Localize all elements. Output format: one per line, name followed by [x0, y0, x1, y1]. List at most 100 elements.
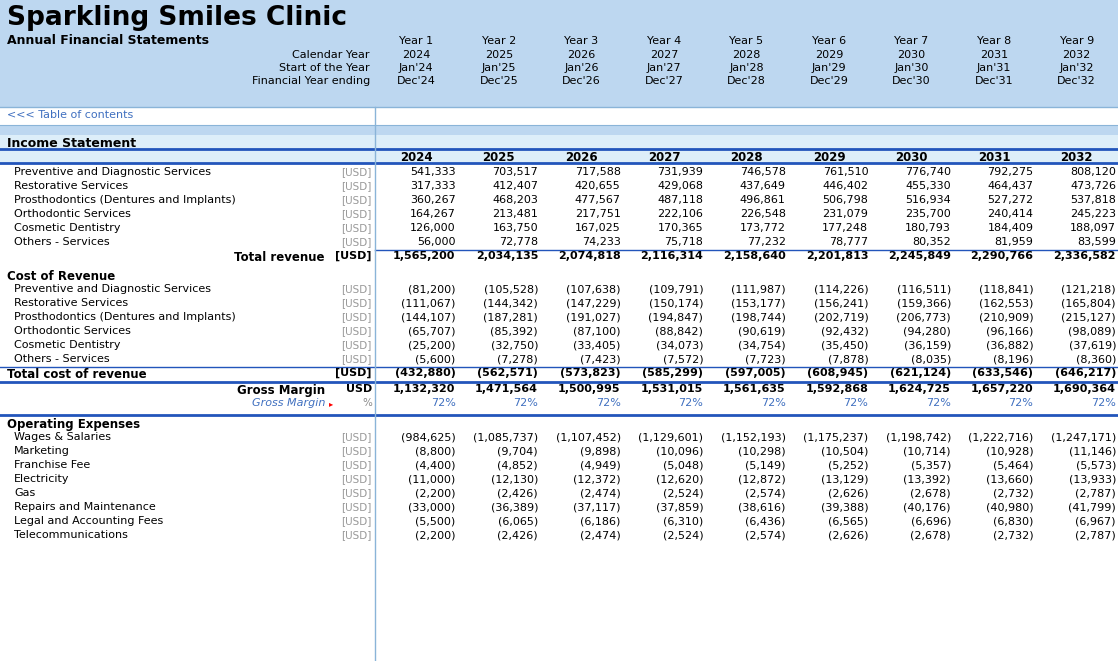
- Text: (2,426): (2,426): [498, 488, 538, 498]
- Text: 2,034,135: 2,034,135: [476, 251, 538, 261]
- Text: (2,524): (2,524): [663, 530, 703, 540]
- Text: 184,409: 184,409: [987, 223, 1033, 233]
- Text: 746,578: 746,578: [740, 167, 786, 177]
- Text: 1,690,364: 1,690,364: [1053, 384, 1116, 394]
- Text: 468,203: 468,203: [492, 195, 538, 205]
- Text: [USD]: [USD]: [342, 502, 372, 512]
- Text: 2,336,582: 2,336,582: [1053, 251, 1116, 261]
- Text: Jan'31: Jan'31: [977, 63, 1012, 73]
- Text: (12,872): (12,872): [738, 474, 786, 484]
- Text: (2,626): (2,626): [827, 530, 869, 540]
- Text: (114,226): (114,226): [814, 284, 869, 294]
- Text: (5,252): (5,252): [827, 460, 869, 470]
- Text: 2,116,314: 2,116,314: [641, 251, 703, 261]
- Text: (107,638): (107,638): [566, 284, 620, 294]
- Text: (5,600): (5,600): [415, 354, 455, 364]
- Text: (41,799): (41,799): [1069, 502, 1116, 512]
- Bar: [0, 163, 1118, 661]
- Text: (8,360): (8,360): [1076, 354, 1116, 364]
- Text: (10,928): (10,928): [986, 446, 1033, 456]
- Text: (90,619): (90,619): [738, 326, 786, 336]
- Text: 1,531,015: 1,531,015: [641, 384, 703, 394]
- Text: 1,500,995: 1,500,995: [558, 384, 620, 394]
- Text: [USD]: [USD]: [342, 530, 372, 540]
- Text: 72,778: 72,778: [499, 237, 538, 247]
- Text: Dec'24: Dec'24: [397, 76, 436, 86]
- Text: 72%: 72%: [513, 398, 538, 408]
- Text: 75,718: 75,718: [664, 237, 703, 247]
- Text: (6,436): (6,436): [746, 516, 786, 526]
- Text: (194,847): (194,847): [648, 312, 703, 322]
- Text: (8,800): (8,800): [415, 446, 455, 456]
- Text: 83,599: 83,599: [1077, 237, 1116, 247]
- Text: (6,696): (6,696): [910, 516, 951, 526]
- Text: (621,124): (621,124): [890, 368, 951, 378]
- Text: 2028: 2028: [732, 50, 760, 60]
- Text: 164,267: 164,267: [409, 209, 455, 219]
- Text: 170,365: 170,365: [657, 223, 703, 233]
- Text: [USD]: [USD]: [335, 251, 372, 261]
- Text: (25,200): (25,200): [408, 340, 455, 350]
- Text: (98,089): (98,089): [1069, 326, 1116, 336]
- Text: 163,750: 163,750: [493, 223, 538, 233]
- Text: (2,474): (2,474): [580, 530, 620, 540]
- Text: (2,732): (2,732): [993, 530, 1033, 540]
- Text: [USD]: [USD]: [342, 340, 372, 350]
- Text: (206,773): (206,773): [897, 312, 951, 322]
- Text: 72%: 72%: [430, 398, 455, 408]
- Text: [USD]: [USD]: [342, 195, 372, 205]
- Text: 167,025: 167,025: [575, 223, 620, 233]
- Text: (121,218): (121,218): [1061, 284, 1116, 294]
- Text: %: %: [362, 398, 372, 408]
- Text: (4,852): (4,852): [498, 460, 538, 470]
- Text: (88,842): (88,842): [655, 326, 703, 336]
- Text: (984,625): (984,625): [401, 432, 455, 442]
- Text: (37,619): (37,619): [1069, 340, 1116, 350]
- Text: 487,118: 487,118: [657, 195, 703, 205]
- Text: USD: USD: [345, 384, 372, 394]
- Text: [USD]: [USD]: [342, 298, 372, 308]
- Text: (5,048): (5,048): [663, 460, 703, 470]
- Text: 703,517: 703,517: [492, 167, 538, 177]
- Text: (11,000): (11,000): [408, 474, 455, 484]
- Text: 446,402: 446,402: [823, 181, 869, 191]
- Text: 80,352: 80,352: [912, 237, 951, 247]
- Text: (156,241): (156,241): [814, 298, 869, 308]
- Text: (5,149): (5,149): [746, 460, 786, 470]
- Text: Dec'25: Dec'25: [480, 76, 519, 86]
- Text: 2027: 2027: [647, 151, 680, 164]
- Text: Jan'27: Jan'27: [646, 63, 681, 73]
- Text: (65,707): (65,707): [408, 326, 455, 336]
- Text: 2,201,813: 2,201,813: [806, 251, 869, 261]
- Text: (7,278): (7,278): [498, 354, 538, 364]
- Text: (36,882): (36,882): [986, 340, 1033, 350]
- Text: 217,751: 217,751: [575, 209, 620, 219]
- Text: Dec'30: Dec'30: [892, 76, 931, 86]
- Text: (1,085,737): (1,085,737): [473, 432, 538, 442]
- Text: (1,198,742): (1,198,742): [885, 432, 951, 442]
- Text: Gross Margin: Gross Margin: [237, 384, 325, 397]
- Text: (432,880): (432,880): [395, 368, 455, 378]
- Text: (8,035): (8,035): [910, 354, 951, 364]
- Text: 2027: 2027: [650, 50, 679, 60]
- Text: (12,372): (12,372): [574, 474, 620, 484]
- Text: (6,310): (6,310): [663, 516, 703, 526]
- Text: [USD]: [USD]: [342, 181, 372, 191]
- Text: 473,726: 473,726: [1070, 181, 1116, 191]
- Text: 81,959: 81,959: [995, 237, 1033, 247]
- Text: 527,272: 527,272: [987, 195, 1033, 205]
- Text: [USD]: [USD]: [342, 354, 372, 364]
- Text: 72%: 72%: [596, 398, 620, 408]
- Text: (147,229): (147,229): [566, 298, 620, 308]
- Text: Preventive and Diagnostic Services: Preventive and Diagnostic Services: [15, 284, 211, 294]
- Text: (40,980): (40,980): [986, 502, 1033, 512]
- Text: 1,657,220: 1,657,220: [970, 384, 1033, 394]
- Text: (33,000): (33,000): [408, 502, 455, 512]
- Text: 2026: 2026: [565, 151, 598, 164]
- Bar: [0, 0, 1118, 107]
- Text: (105,528): (105,528): [484, 284, 538, 294]
- Text: Prosthodontics (Dentures and Implants): Prosthodontics (Dentures and Implants): [15, 312, 236, 322]
- Text: (32,750): (32,750): [491, 340, 538, 350]
- Text: Preventive and Diagnostic Services: Preventive and Diagnostic Services: [15, 167, 211, 177]
- Text: 74,233: 74,233: [581, 237, 620, 247]
